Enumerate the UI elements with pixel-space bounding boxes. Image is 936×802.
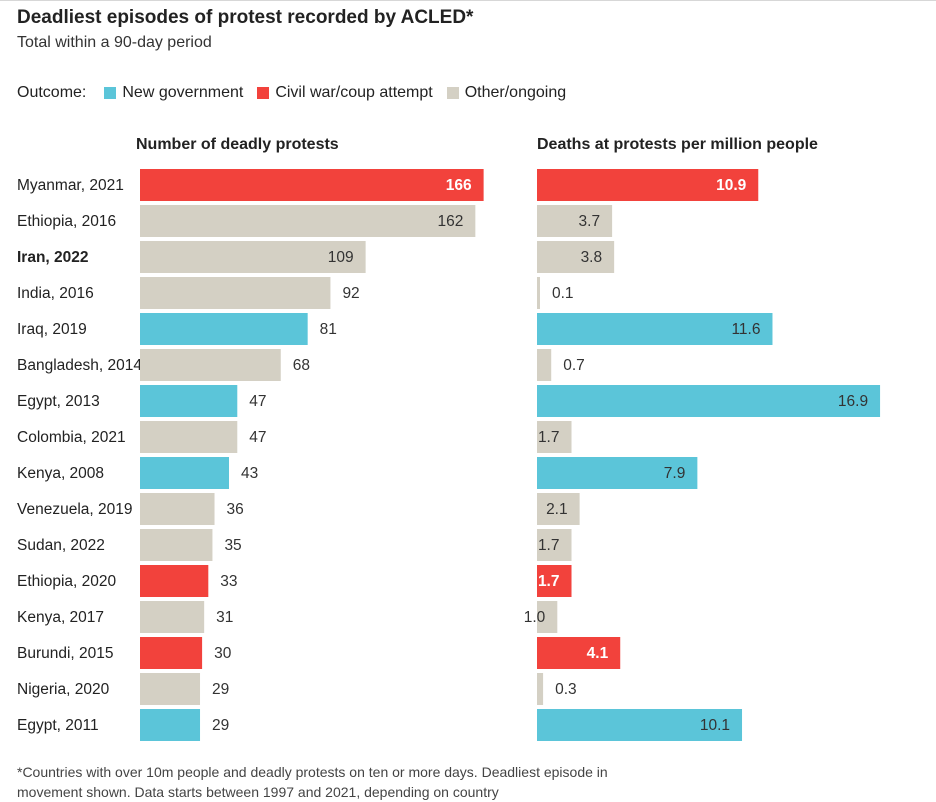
legend: Outcome: New government Civil war/coup a… bbox=[17, 84, 580, 102]
legend-item-label: Other/ongoing bbox=[464, 84, 567, 101]
category-label: Burundi, 2015 bbox=[17, 645, 114, 662]
data-label-deaths: 0.3 bbox=[555, 681, 577, 698]
bar-deaths bbox=[537, 349, 552, 381]
data-label-deaths: 1.0 bbox=[524, 609, 546, 626]
data-label-deaths: 1.7 bbox=[538, 429, 560, 446]
data-label-protests: 47 bbox=[249, 393, 266, 410]
data-label-protests: 31 bbox=[216, 609, 233, 626]
bar-protests bbox=[140, 673, 201, 705]
legend-item-new-government: New government bbox=[104, 84, 243, 102]
bar-protests bbox=[140, 565, 209, 597]
category-label: Iran, 2022 bbox=[17, 249, 89, 266]
data-label-protests: 81 bbox=[320, 321, 337, 338]
data-label-deaths: 1.7 bbox=[538, 573, 560, 590]
bar-deaths bbox=[537, 565, 572, 597]
bar-protests bbox=[140, 709, 201, 741]
bar-protests bbox=[140, 205, 476, 237]
bar-deaths bbox=[537, 169, 759, 201]
category-label: Kenya, 2017 bbox=[17, 609, 104, 626]
category-label: Bangladesh, 2014 bbox=[17, 357, 142, 374]
data-label-deaths: 16.9 bbox=[838, 393, 868, 410]
bar-protests bbox=[140, 313, 308, 345]
data-label-deaths: 7.9 bbox=[664, 465, 686, 482]
category-label: Kenya, 2008 bbox=[17, 465, 104, 482]
data-label-deaths: 0.1 bbox=[552, 285, 574, 302]
bar-protests bbox=[140, 421, 238, 453]
bar-deaths bbox=[537, 205, 613, 237]
data-label-protests: 35 bbox=[224, 537, 241, 554]
category-label: Ethiopia, 2020 bbox=[17, 573, 116, 590]
data-label-protests: 36 bbox=[227, 501, 244, 518]
left-panel-title: Number of deadly protests bbox=[136, 136, 339, 153]
footnote: *Countries with over 10m people and dead… bbox=[17, 764, 608, 800]
chart-subtitle: Total within a 90-day period bbox=[17, 34, 212, 51]
data-label-protests: 162 bbox=[437, 213, 463, 230]
bar-deaths bbox=[537, 493, 580, 525]
category-label: Myanmar, 2021 bbox=[17, 177, 124, 194]
bar-deaths bbox=[537, 709, 743, 741]
data-label-protests: 68 bbox=[293, 357, 310, 374]
data-label-protests: 166 bbox=[446, 177, 472, 194]
category-label: Iraq, 2019 bbox=[17, 321, 87, 338]
legend-swatch-other bbox=[446, 87, 459, 99]
bar-deaths bbox=[537, 637, 621, 669]
legend-item-civil-war: Civil war/coup attempt bbox=[257, 84, 433, 102]
legend-item-label: Civil war/coup attempt bbox=[275, 84, 433, 101]
bar-protests bbox=[140, 277, 331, 309]
data-label-protests: 47 bbox=[249, 429, 266, 446]
data-label-deaths: 11.6 bbox=[731, 321, 760, 338]
data-label-protests: 29 bbox=[212, 681, 229, 698]
right-panel-title: Deaths at protests per million people bbox=[537, 136, 818, 153]
bar-deaths bbox=[537, 385, 881, 417]
bar-deaths bbox=[537, 313, 773, 345]
data-label-protests: 29 bbox=[212, 717, 229, 734]
bar-deaths bbox=[537, 421, 572, 453]
bar-protests bbox=[140, 169, 484, 201]
category-label: Egypt, 2011 bbox=[17, 717, 99, 734]
data-label-protests: 92 bbox=[342, 285, 359, 302]
data-label-deaths: 3.7 bbox=[579, 213, 601, 230]
category-label: Venezuela, 2019 bbox=[17, 501, 133, 518]
legend-swatch-new-government bbox=[104, 87, 117, 99]
top-rule bbox=[0, 0, 936, 1]
bar-deaths bbox=[537, 457, 698, 489]
bar-chart: Myanmar, 2021 166 10.9 Ethiopia, 2016 162 3.7… bbox=[17, 169, 881, 741]
chart-title: Deadliest episodes of protest recorded b… bbox=[17, 7, 474, 28]
bar-protests bbox=[140, 241, 366, 273]
data-label-protests: 33 bbox=[220, 573, 237, 590]
bar-protests bbox=[140, 385, 238, 417]
category-label: India, 2016 bbox=[17, 285, 94, 302]
bar-protests bbox=[140, 637, 203, 669]
data-label-protests: 30 bbox=[214, 645, 232, 662]
data-label-deaths: 2.1 bbox=[546, 501, 568, 518]
data-label-deaths: 3.8 bbox=[581, 249, 603, 266]
bar-protests bbox=[140, 529, 213, 561]
data-label-deaths: 1.7 bbox=[538, 537, 560, 554]
bar-deaths bbox=[537, 529, 572, 561]
category-label: Colombia, 2021 bbox=[17, 429, 126, 446]
data-label-deaths: 10.9 bbox=[716, 177, 747, 194]
bar-protests bbox=[140, 601, 205, 633]
category-label: Egypt, 2013 bbox=[17, 393, 100, 410]
bar-protests bbox=[140, 457, 230, 489]
bar-deaths bbox=[537, 601, 558, 633]
data-label-deaths: 4.1 bbox=[587, 645, 609, 662]
legend-label: Outcome: bbox=[17, 84, 87, 101]
bar-deaths bbox=[537, 673, 544, 705]
legend-item-other: Other/ongoing bbox=[446, 84, 567, 102]
category-label: Sudan, 2022 bbox=[17, 537, 105, 554]
legend-swatch-civil-war bbox=[257, 87, 270, 99]
bar-protests bbox=[140, 349, 281, 381]
category-label: Nigeria, 2020 bbox=[17, 681, 110, 698]
data-label-protests: 43 bbox=[241, 465, 258, 482]
bar-deaths bbox=[537, 241, 615, 273]
bar-protests bbox=[140, 493, 215, 525]
bar-deaths bbox=[537, 277, 540, 309]
data-label-protests: 109 bbox=[328, 249, 354, 266]
data-label-deaths: 0.7 bbox=[563, 357, 585, 374]
legend-item-label: New government bbox=[122, 84, 244, 101]
data-label-deaths: 10.1 bbox=[700, 717, 730, 734]
category-label: Ethiopia, 2016 bbox=[17, 213, 116, 230]
